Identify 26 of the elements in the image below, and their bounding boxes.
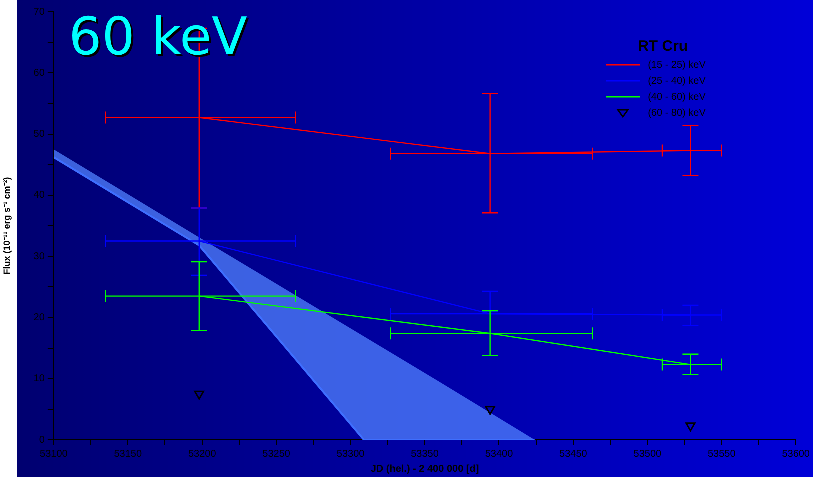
y-tick-label: 20 (34, 312, 46, 324)
x-tick-label: 53100 (40, 448, 68, 460)
x-tick-label: 53450 (560, 448, 588, 460)
x-tick-label: 53600 (782, 448, 810, 460)
y-tick-label: 0 (39, 434, 46, 446)
legend-label: (60 - 80) keV (648, 108, 706, 119)
legend-label: (25 - 40) keV (648, 76, 706, 87)
y-tick-label: 60 (34, 68, 46, 79)
y-tick-label: 50 (34, 129, 46, 140)
x-tick-label: 53350 (411, 448, 440, 460)
legend-label: (40 - 60) keV (648, 92, 706, 103)
x-tick-label: 53400 (485, 448, 514, 460)
y-tick-label: 70 (34, 6, 46, 18)
x-tick-label: 53500 (634, 448, 662, 460)
y-axis-title: Flux (10⁻¹¹ erg s⁻¹ cm⁻²) (2, 177, 12, 275)
x-tick-label: 53150 (114, 448, 142, 460)
x-tick-label: 53200 (188, 448, 217, 460)
x-tick-label: 53550 (708, 448, 736, 460)
x-tick-label: 53300 (336, 448, 366, 460)
x-tick-label: 53250 (262, 448, 291, 460)
legend-label: (15 - 25) keV (648, 60, 706, 71)
y-tick-label: 30 (34, 251, 46, 262)
y-tick-label: 10 (34, 374, 46, 385)
y-tick-label: 40 (34, 190, 46, 202)
legend-title: RT Cru (638, 38, 688, 56)
x-axis-title: JD (hel.) - 2 400 000 [d] (370, 464, 480, 475)
